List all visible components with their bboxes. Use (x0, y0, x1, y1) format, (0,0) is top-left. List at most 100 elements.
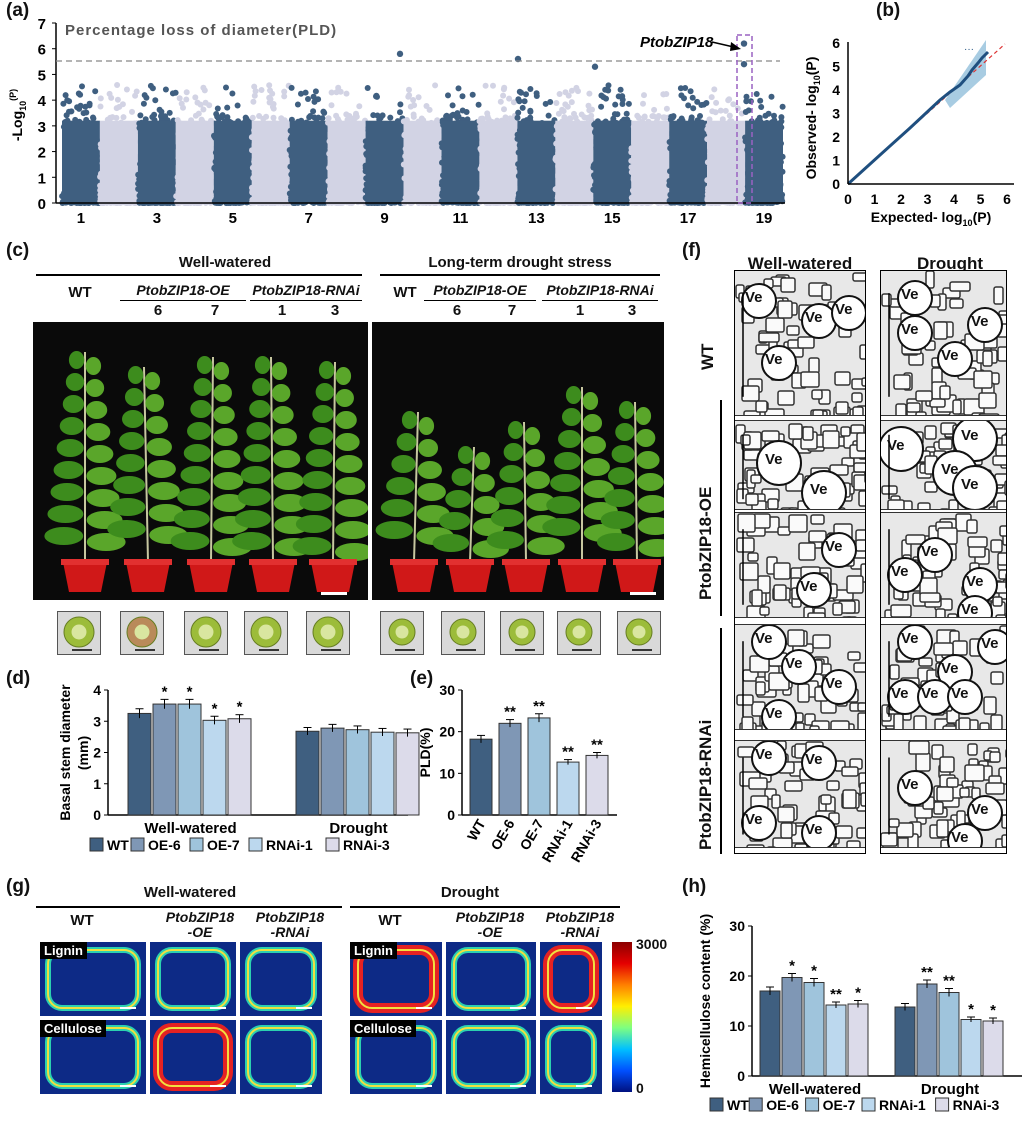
panel-label-a: (a) (6, 0, 30, 21)
stem-section-thumb (184, 611, 228, 655)
category-label: Drought (329, 820, 387, 837)
manhattan-xtick: 13 (528, 210, 545, 227)
bar (127, 712, 152, 816)
vessel-label: Ve (805, 309, 823, 326)
significance-mark: * (990, 1002, 996, 1019)
manhattan-xtick: 5 (229, 210, 237, 227)
vessel-label: Ve (825, 538, 843, 555)
vessel-label: Ve (785, 655, 803, 672)
vessel-label: Ve (891, 685, 909, 702)
c-line-1: 1 (277, 302, 287, 319)
bar (556, 761, 580, 816)
xylem-micrograph: Ve Ve Ve Ve (880, 512, 1007, 618)
ytick-label: 30 (729, 918, 745, 934)
significance-mark: * (162, 683, 168, 700)
bar (803, 982, 825, 1077)
bar (894, 1006, 916, 1077)
c-well-watered: Well-watered (178, 254, 272, 271)
xylem-micrograph: Ve Ve Ve Ve (734, 624, 866, 730)
manhattan-xtick: 11 (453, 210, 469, 227)
c-oe-label: PtobZIP18-OE (136, 282, 230, 298)
manhattan-xtick: 17 (680, 210, 697, 227)
ytick-label: 0 (93, 807, 101, 823)
raman-heatmap (540, 1020, 602, 1094)
vessel-label: Ve (891, 563, 909, 580)
c-drought: Long-term drought stress (428, 254, 612, 271)
significance-mark: * (968, 1001, 974, 1018)
legend-label: WT (727, 1097, 749, 1113)
y-axis-label: Hemicellulose content (%) (697, 914, 713, 1088)
manhattan-xtick: 15 (604, 210, 621, 227)
qq-ytick: 4 (832, 82, 840, 98)
colorbar-max: 3000 (636, 936, 668, 952)
ytick-label: 1 (93, 776, 101, 792)
legend-swatch (805, 1097, 820, 1112)
vessel-label: Ve (971, 313, 989, 330)
category-label: OE-7 (516, 816, 546, 852)
significance-mark: ** (504, 704, 516, 721)
significance-mark: ** (562, 744, 574, 761)
raman-heatmap (240, 1020, 322, 1094)
c-line-6b: 6 (452, 302, 462, 319)
well-watered-plants-photo (33, 322, 368, 600)
chart-d-stem-diameter: 0 1 2 3 4 * * * * Well-watered Drought Basal stem d… (57, 682, 420, 853)
qq-plot: ··· 00 1 1 2 2 3 3 4 4 5 5 6 6 Expected- log10(P) Ob… (803, 35, 1014, 228)
ytick-label: 3 (93, 713, 101, 729)
legend-label: OE-7 (823, 1097, 856, 1113)
gene-annotation: PtobZIP18 (640, 34, 714, 51)
g-wt-1: WT (70, 912, 94, 929)
vessel-label: Ve (951, 829, 969, 846)
xylem-micrograph: Ve Ve Ve Ve (880, 270, 1007, 416)
legend-swatch (189, 837, 204, 852)
legend-label: OE-6 (148, 837, 181, 853)
vessel-label: Ve (921, 685, 939, 702)
manhattan-points (59, 40, 786, 206)
vessel-label: Ve (961, 476, 979, 493)
manhattan-ytick: 1 (38, 170, 46, 187)
c-line-3: 3 (330, 302, 340, 319)
legend-label: RNAi-1 (266, 837, 313, 853)
vessel-label: Ve (921, 543, 939, 560)
ytick-label: 10 (439, 765, 455, 781)
f-oe-row: PtobZIP18-OE (696, 486, 715, 600)
vessel-label: Ve (835, 301, 853, 318)
manhattan-ytick: 6 (38, 42, 46, 59)
stem-section-thumb (441, 611, 485, 655)
bar (295, 730, 320, 816)
significance-mark: * (187, 683, 193, 700)
c-wt-label-2: WT (393, 284, 417, 301)
stem-section-thumb (244, 611, 288, 655)
vessel-label: Ve (901, 776, 919, 793)
significance-mark: ** (943, 973, 955, 990)
vessel-label: Ve (745, 811, 763, 828)
qq-ytick: 2 (832, 129, 840, 145)
ytick-label: 20 (439, 724, 455, 740)
vessel-label: Ve (825, 675, 843, 692)
manhattan-ytick: 0 (38, 196, 46, 213)
c-line-1b: 1 (575, 302, 585, 319)
xylem-micrograph: Ve Ve Ve Ve (734, 270, 866, 416)
bar (345, 729, 370, 816)
bar (960, 1019, 982, 1077)
vessel-label: Ve (966, 573, 984, 590)
legend-swatch (935, 1097, 950, 1112)
vessel-label: Ve (765, 705, 783, 722)
manhattan-ylabel: -Log10(P) (8, 89, 28, 141)
vessel-label: Ve (887, 437, 905, 454)
bar (938, 992, 960, 1077)
panel-label-f: (f) (682, 240, 701, 261)
manhattan-xtick: 1 (77, 210, 85, 227)
svg-text:(mm): (mm) (75, 736, 91, 770)
c-oe-label-2: PtobZIP18-OE (433, 282, 527, 298)
bar (759, 990, 781, 1077)
vessel-label: Ve (951, 685, 969, 702)
significance-mark: ** (921, 964, 933, 981)
stem-section-thumb (306, 611, 350, 655)
raman-heatmap (150, 1020, 236, 1094)
manhattan-title: Percentage loss of diameter(PLD) (65, 22, 337, 39)
bar (469, 738, 493, 816)
c-rnai-label: PtobZIP18-RNAi (252, 282, 360, 298)
manhattan-xtick: 19 (756, 210, 773, 227)
